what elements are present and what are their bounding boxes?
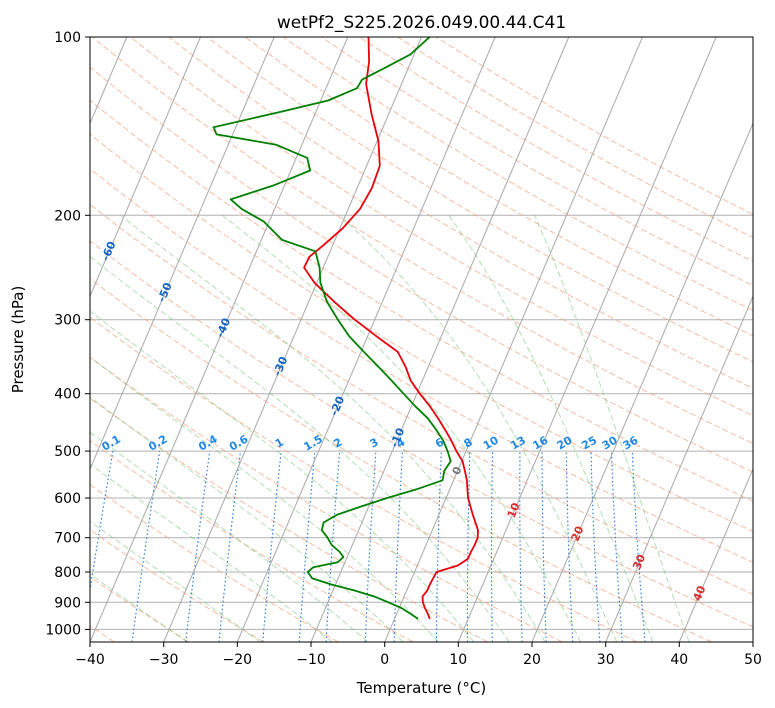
y-tick-label: 600 bbox=[54, 491, 81, 507]
chart-title: wetPf2_S225.2026.049.00.44.C41 bbox=[277, 13, 566, 33]
y-tick-label: 400 bbox=[54, 387, 81, 403]
moist-adiabat bbox=[90, 520, 261, 642]
dry-adiabat bbox=[206, 37, 753, 363]
x-tick-label: 50 bbox=[744, 652, 762, 668]
x-tick-label: 40 bbox=[670, 652, 688, 668]
isotherm-line bbox=[605, 295, 753, 642]
isotherm-line bbox=[457, 37, 717, 642]
temperature-profile-line bbox=[303, 37, 479, 620]
y-axis-ticks: 100 200 300 400 500 600 700 800 900 1000 bbox=[45, 30, 90, 638]
y-tick-label: 1000 bbox=[45, 622, 81, 638]
mixing-ratio-line bbox=[298, 451, 316, 642]
moist-adiabat bbox=[339, 214, 618, 642]
x-tick-label: −20 bbox=[223, 652, 253, 668]
x-tick-label: 30 bbox=[597, 652, 615, 668]
moist-adiabat bbox=[90, 431, 369, 642]
dry-adiabat bbox=[282, 37, 753, 312]
isotherm-line bbox=[531, 122, 753, 642]
plot-frame bbox=[89, 36, 754, 643]
dry-adiabat bbox=[90, 133, 753, 533]
isotherm-label: 40 bbox=[691, 583, 709, 602]
moist-adiabats bbox=[90, 214, 690, 642]
y-tick-label: 100 bbox=[54, 30, 81, 46]
moist-adiabat bbox=[90, 396, 404, 642]
dry-adiabat bbox=[90, 356, 563, 642]
y-tick-label: 200 bbox=[54, 208, 81, 224]
dry-adiabat bbox=[90, 240, 753, 628]
isotherm-label: 30 bbox=[630, 552, 648, 571]
y-axis-label: Pressure (hPa) bbox=[9, 286, 27, 394]
x-tick-label: 10 bbox=[449, 652, 467, 668]
y-tick-label: 900 bbox=[54, 595, 81, 611]
mixing-ratio-line bbox=[631, 451, 646, 642]
isotherm-line bbox=[678, 467, 753, 642]
isotherms bbox=[90, 37, 753, 642]
isotherm-line bbox=[236, 37, 496, 642]
mixing-ratio-line bbox=[218, 451, 242, 642]
x-tick-label: 20 bbox=[523, 652, 541, 668]
isotherm-label: 10 bbox=[505, 500, 523, 519]
isotherm-line bbox=[384, 37, 643, 642]
dry-adiabat bbox=[90, 203, 753, 595]
dewpoint-profile-line bbox=[212, 37, 452, 620]
dry-adiabat bbox=[90, 576, 190, 642]
dry-adiabat bbox=[90, 66, 753, 473]
x-axis-ticks: −40 −30 −20 −10 0 10 20 30 40 50 bbox=[75, 642, 762, 668]
isotherm-line bbox=[90, 37, 349, 642]
moist-adiabat bbox=[90, 255, 510, 642]
y-tick-label: 500 bbox=[54, 444, 81, 460]
dry-adiabat bbox=[130, 37, 753, 417]
dry-adiabat bbox=[90, 483, 339, 642]
x-axis-label: Temperature (°C) bbox=[356, 679, 486, 697]
mixing-ratio-line bbox=[185, 451, 211, 642]
dry-adiabat bbox=[90, 316, 638, 642]
x-tick-label: −10 bbox=[296, 652, 326, 668]
moist-adiabat bbox=[534, 215, 690, 642]
y-tick-label: 700 bbox=[54, 531, 81, 547]
isotherm-line bbox=[310, 37, 570, 642]
moist-adiabat bbox=[448, 215, 654, 642]
dry-adiabat bbox=[90, 397, 488, 642]
x-tick-label: 0 bbox=[380, 652, 389, 668]
moist-adiabat bbox=[90, 310, 475, 642]
moist-adiabat bbox=[120, 214, 546, 642]
x-tick-label: −30 bbox=[149, 652, 179, 668]
isotherm-label: 20 bbox=[569, 524, 587, 543]
sounding-profiles bbox=[212, 37, 479, 620]
moist-adiabat bbox=[221, 214, 582, 642]
x-tick-label: −40 bbox=[75, 652, 105, 668]
isotherm-line bbox=[90, 37, 201, 298]
moist-adiabat bbox=[90, 573, 188, 642]
mixing-ratio-line bbox=[262, 451, 282, 642]
y-tick-label: 300 bbox=[54, 313, 81, 329]
dry-adiabat bbox=[90, 168, 753, 563]
y-tick-label: 800 bbox=[54, 565, 81, 581]
